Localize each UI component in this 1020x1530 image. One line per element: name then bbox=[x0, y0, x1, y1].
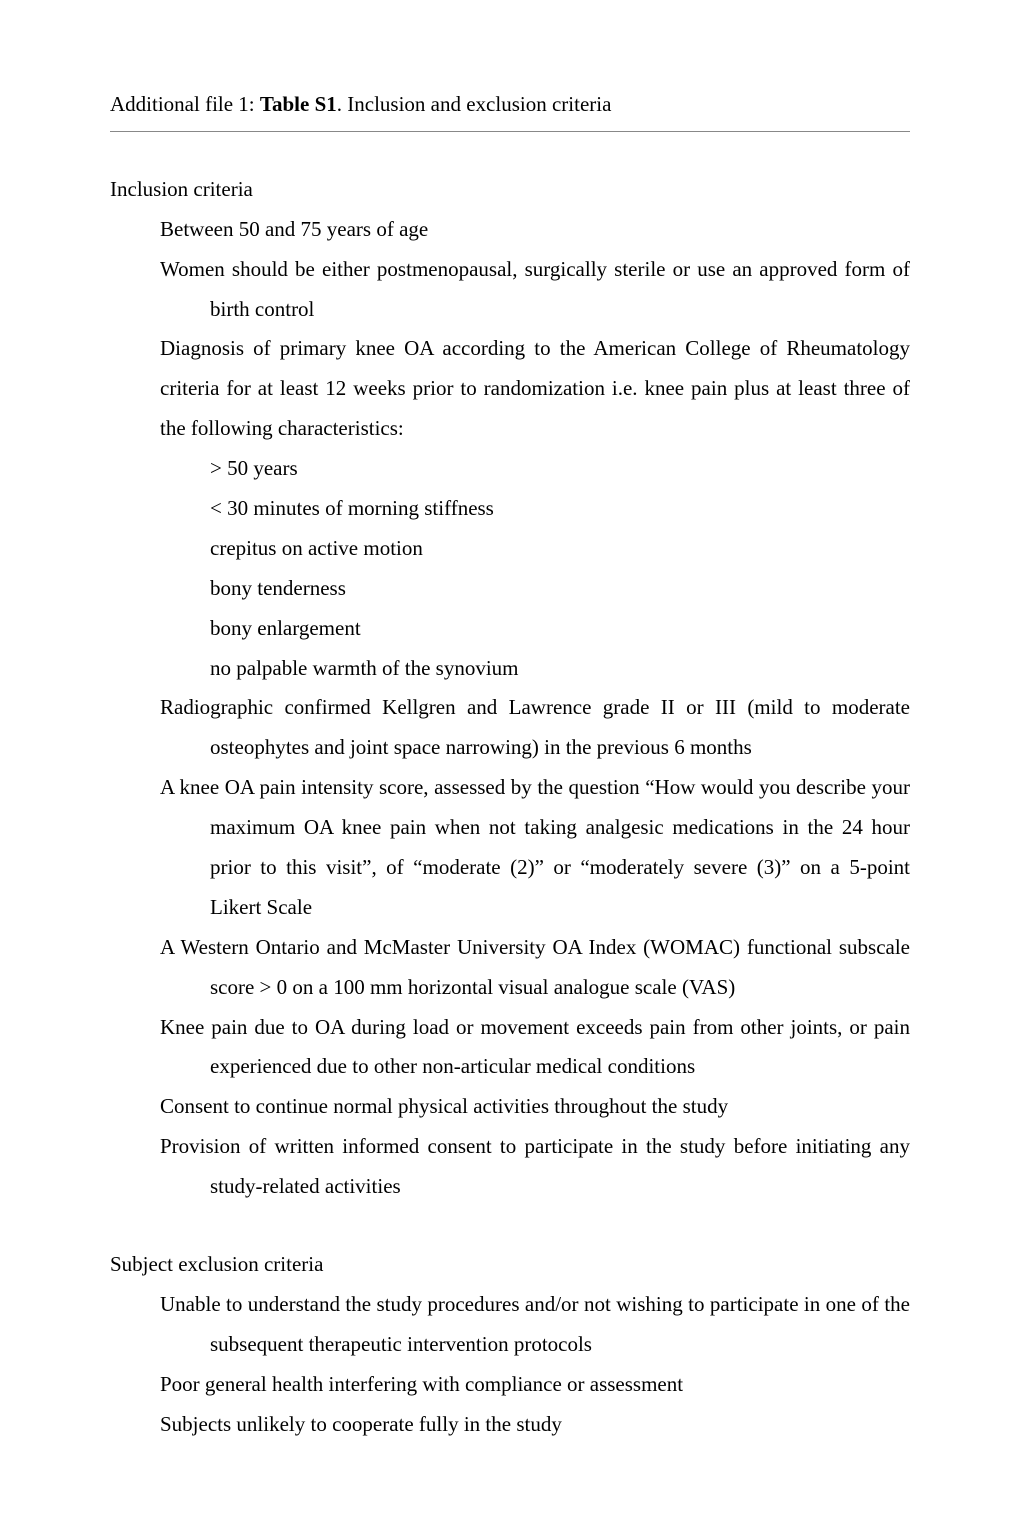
title-prefix: Additional file 1: bbox=[110, 92, 260, 116]
inclusion-diagnosis: Diagnosis of primary knee OA according t… bbox=[110, 329, 910, 449]
title-bold: Table S1 bbox=[260, 92, 337, 116]
inclusion-written-consent: Provision of written informed consent to… bbox=[110, 1127, 910, 1207]
inclusion-womac: A Western Ontario and McMaster Universit… bbox=[110, 928, 910, 1008]
inclusion-diag-d: bony tenderness bbox=[110, 569, 910, 609]
inclusion-diag-e: bony enlargement bbox=[110, 609, 910, 649]
inclusion-diag-c: crepitus on active motion bbox=[110, 529, 910, 569]
exclusion-poor-health: Poor general health interfering with com… bbox=[110, 1365, 910, 1405]
title-suffix: . Inclusion and exclusion criteria bbox=[337, 92, 612, 116]
inclusion-pain-score: A knee OA pain intensity score, assessed… bbox=[110, 768, 910, 928]
inclusion-knee-pain: Knee pain due to OA during load or movem… bbox=[110, 1008, 910, 1088]
exclusion-heading: Subject exclusion criteria bbox=[110, 1245, 910, 1285]
document-page: Additional file 1: Table S1. Inclusion a… bbox=[0, 0, 1020, 1530]
inclusion-heading: Inclusion criteria bbox=[110, 170, 910, 210]
inclusion-diag-f: no palpable warmth of the synovium bbox=[110, 649, 910, 689]
page-title: Additional file 1: Table S1. Inclusion a… bbox=[110, 85, 910, 132]
inclusion-age: Between 50 and 75 years of age bbox=[110, 210, 910, 250]
inclusion-women: Women should be either postmenopausal, s… bbox=[110, 250, 910, 330]
inclusion-consent-activities: Consent to continue normal physical acti… bbox=[110, 1087, 910, 1127]
section-gap bbox=[110, 1207, 910, 1245]
inclusion-diag-a: > 50 years bbox=[110, 449, 910, 489]
inclusion-diag-b: < 30 minutes of morning stiffness bbox=[110, 489, 910, 529]
exclusion-unlikely: Subjects unlikely to cooperate fully in … bbox=[110, 1405, 910, 1445]
inclusion-radiographic: Radiographic confirmed Kellgren and Lawr… bbox=[110, 688, 910, 768]
exclusion-unable: Unable to understand the study procedure… bbox=[110, 1285, 910, 1365]
